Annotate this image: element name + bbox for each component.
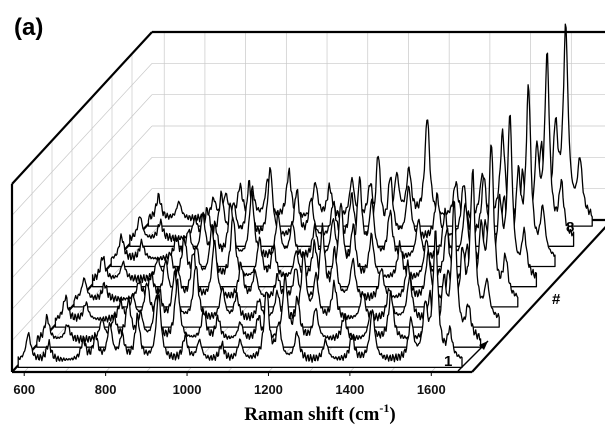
x-tick-label: 800 (95, 382, 117, 397)
side-wall-gridline (11, 125, 153, 279)
side-wall-gridline (11, 188, 153, 341)
spectrum-1-label: 1 (444, 353, 452, 370)
panel-label: (a) (14, 14, 44, 41)
x-tick-label: 1000 (173, 382, 202, 397)
spectrum-8-label: 8 (566, 219, 574, 236)
x-tick-label: 1400 (335, 382, 364, 397)
frame-edge (11, 31, 153, 185)
x-tick-label: 1200 (254, 382, 283, 397)
x-tick-label: 600 (13, 382, 35, 397)
x-axis-label: Raman shift (cm-1) (244, 401, 395, 425)
frame-edge (471, 225, 605, 373)
spectra-layer (17, 23, 593, 369)
x-tick-label: 1600 (417, 382, 446, 397)
x-tick-labels: 600 800 1000 1200 1400 1600 (13, 372, 446, 397)
spectrum-line-1 (17, 230, 463, 369)
side-wall-gridline (11, 94, 153, 247)
depth-arrow-head (479, 341, 488, 350)
depth-axis-label: # (552, 291, 561, 308)
side-wall-gridline (11, 63, 153, 216)
side-wall-gridline (11, 157, 153, 310)
